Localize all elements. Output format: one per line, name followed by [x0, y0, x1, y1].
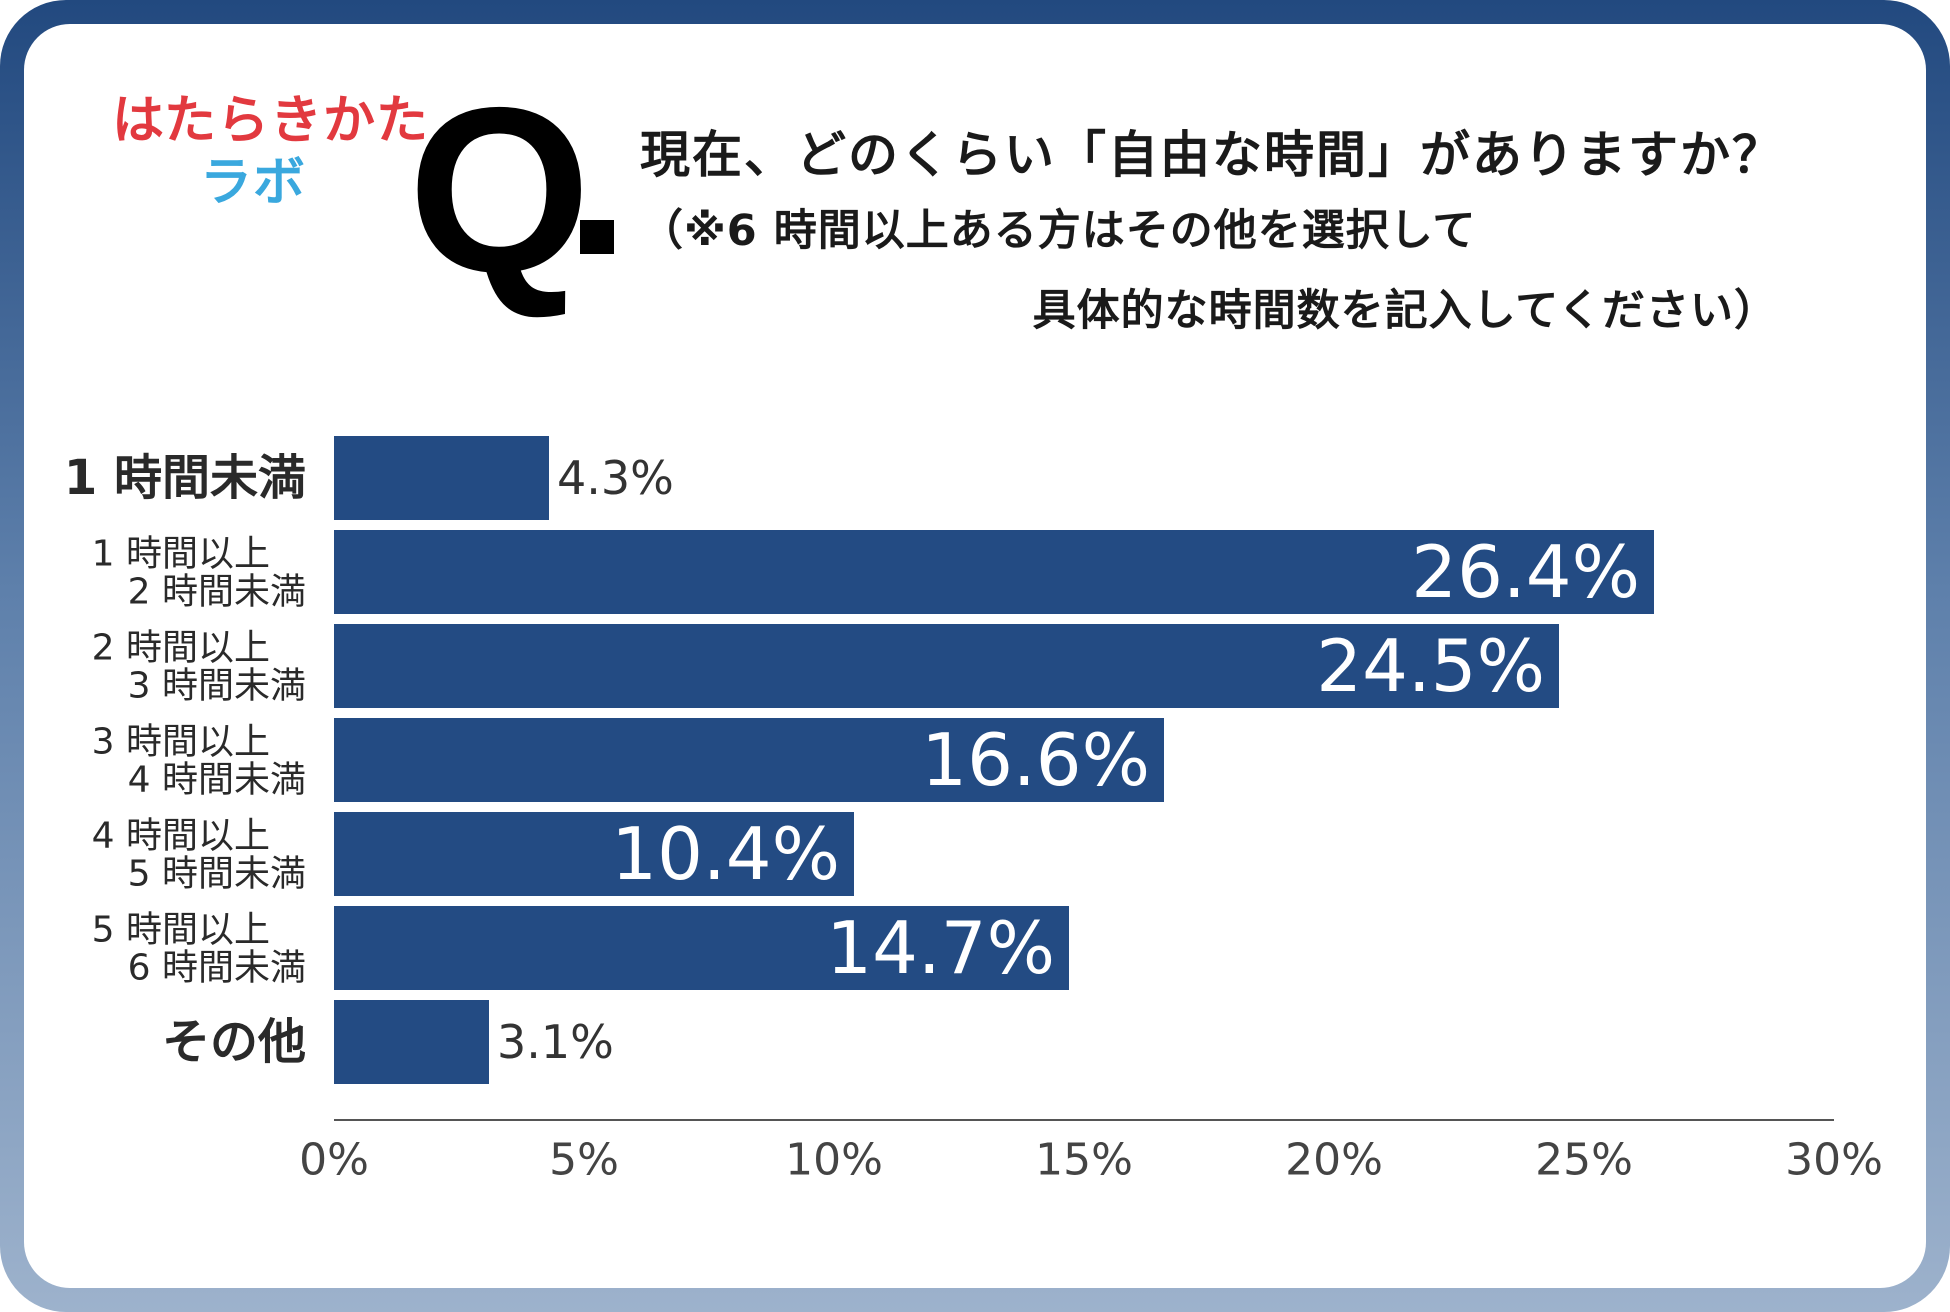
question-note-line1: （※6 時間以上ある方はその他を選択して	[640, 206, 1477, 256]
category-label-1-line1: 2 時間未満	[128, 572, 306, 613]
category-label-3-line0: 3 時間以上	[92, 722, 270, 763]
value-label-1: 26.4%	[1411, 530, 1640, 614]
value-label-3: 16.6%	[921, 718, 1150, 802]
category-label-0: 1 時間未満	[64, 450, 306, 506]
x-tick-label-0: 0%	[299, 1135, 369, 1186]
category-label-4-line0: 4 時間以上	[92, 816, 270, 857]
category-label-2-line0: 2 時間以上	[92, 628, 270, 669]
bar-4	[334, 812, 854, 896]
category-label-3-line1: 4 時間未満	[128, 760, 306, 801]
value-label-0: 4.3%	[557, 451, 674, 505]
bar-5	[334, 906, 1069, 990]
value-label-6: 3.1%	[497, 1015, 614, 1069]
x-tick-label-2: 10%	[785, 1135, 883, 1186]
x-tick-label-4: 20%	[1285, 1135, 1383, 1186]
value-label-2: 24.5%	[1316, 624, 1545, 708]
bar-1	[334, 530, 1654, 614]
logo-text-line1: はたらきかた	[112, 91, 429, 151]
x-tick-label-5: 25%	[1535, 1135, 1633, 1186]
category-label-2-line1: 3 時間未満	[128, 666, 306, 707]
category-label-1-line0: 1 時間以上	[92, 534, 270, 575]
category-label-4-line1: 5 時間未満	[128, 854, 306, 895]
category-label-6: その他	[162, 1014, 306, 1070]
hataraki-kata-lab-logo: はたらきかた ラボ	[112, 95, 428, 215]
x-tick-label-6: 30%	[1785, 1135, 1883, 1186]
category-label-5-line0: 5 時間以上	[92, 910, 270, 951]
x-tick-label-1: 5%	[549, 1135, 619, 1186]
question-text-line1: 現在、どのくらい「自由な時間」がありますか？	[640, 126, 1784, 184]
logo-text-line2: ラボ	[200, 153, 307, 213]
bar-2	[334, 624, 1559, 708]
bar-6	[334, 1000, 489, 1084]
category-label-5-line1: 6 時間未満	[128, 948, 306, 989]
value-label-5: 14.7%	[826, 906, 1055, 990]
value-label-4: 10.4%	[611, 812, 840, 896]
q-mark: Q	[408, 58, 591, 321]
x-tick-label-3: 15%	[1035, 1135, 1133, 1186]
bar-3	[334, 718, 1164, 802]
question-note-line2: 具体的な時間数を記入してください）	[1032, 286, 1778, 336]
q-mark-dot	[580, 220, 614, 254]
bar-0	[334, 436, 549, 520]
